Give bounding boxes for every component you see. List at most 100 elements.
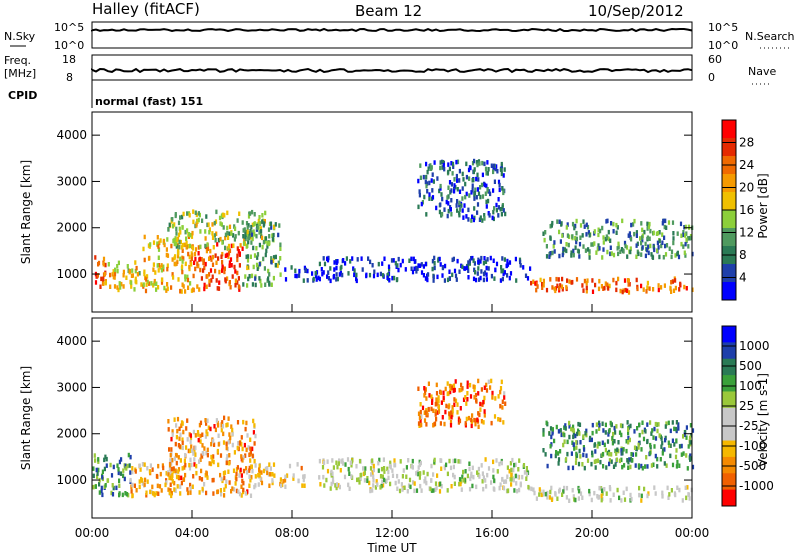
heatmap-cell bbox=[476, 172, 479, 178]
heatmap-cell bbox=[426, 181, 429, 186]
heatmap-cell bbox=[205, 421, 208, 426]
heatmap-cell bbox=[420, 270, 424, 275]
heatmap-cell bbox=[256, 266, 259, 271]
heatmap-cell bbox=[267, 276, 270, 281]
heatmap-cell bbox=[601, 440, 604, 445]
heatmap-cell bbox=[617, 276, 620, 282]
heatmap-cell bbox=[656, 240, 659, 246]
heatmap-cell bbox=[426, 189, 429, 194]
heatmap-cell bbox=[204, 243, 207, 249]
heatmap-cell bbox=[221, 259, 224, 265]
heatmap-cell bbox=[607, 236, 610, 242]
heatmap-cell bbox=[677, 422, 680, 427]
heatmap-cell bbox=[628, 231, 631, 236]
heatmap-cell bbox=[597, 246, 600, 252]
heatmap-cell bbox=[674, 278, 677, 283]
heatmap-cell bbox=[387, 264, 391, 269]
heatmap-cell bbox=[682, 434, 685, 439]
heatmap-cell bbox=[565, 285, 568, 290]
heatmap-cell bbox=[238, 440, 241, 446]
heatmap-cell bbox=[452, 383, 456, 388]
heatmap-cell bbox=[621, 450, 624, 456]
heatmap-cell bbox=[99, 284, 102, 289]
heatmap-cell bbox=[661, 494, 664, 499]
heatmap-cell bbox=[201, 218, 204, 223]
heatmap-cell bbox=[256, 252, 260, 257]
heatmap-cell bbox=[208, 278, 211, 284]
heatmap-cell bbox=[431, 195, 435, 200]
heatmap-cell bbox=[326, 468, 330, 474]
heatmap-cell bbox=[563, 432, 566, 438]
heatmap-cell bbox=[152, 267, 155, 272]
heatmap-cell bbox=[446, 277, 450, 283]
heatmap-cell bbox=[682, 232, 685, 238]
heatmap-cell bbox=[514, 473, 517, 479]
heatmap-cell bbox=[480, 269, 483, 274]
heatmap-cell bbox=[579, 235, 582, 240]
heatmap-cell bbox=[475, 399, 478, 404]
colorbar-swatch bbox=[722, 120, 736, 139]
heatmap-cell bbox=[183, 458, 186, 464]
heatmap-cell bbox=[270, 260, 273, 265]
heatmap-cell bbox=[249, 446, 252, 451]
heatmap-cell bbox=[258, 473, 261, 478]
cpid-text: normal (fast) 151 bbox=[95, 95, 203, 108]
heatmap-cell bbox=[192, 429, 195, 435]
heatmap-cell bbox=[373, 269, 376, 274]
heatmap-cell bbox=[209, 268, 213, 273]
heatmap-cell bbox=[116, 463, 119, 468]
heatmap-cell bbox=[556, 283, 559, 289]
heatmap-cell bbox=[550, 223, 553, 228]
heatmap-cell bbox=[615, 287, 618, 293]
heatmap-cell bbox=[241, 458, 244, 463]
nsearch-tick-bottom: 10^0 bbox=[708, 39, 738, 52]
heatmap-cell bbox=[688, 492, 691, 498]
heatmap-cell bbox=[417, 421, 421, 426]
heatmap-cell bbox=[490, 420, 493, 426]
heatmap-cell bbox=[626, 288, 629, 293]
heatmap-cell bbox=[165, 480, 168, 485]
heatmap-cell bbox=[629, 249, 632, 255]
heatmap-cell bbox=[671, 462, 675, 468]
heatmap-cell bbox=[221, 264, 224, 269]
heatmap-cell bbox=[226, 210, 229, 216]
heatmap-cell bbox=[539, 277, 542, 283]
heatmap-cell bbox=[184, 261, 187, 267]
heatmap-cell bbox=[441, 165, 444, 170]
heatmap-cell bbox=[493, 179, 496, 184]
heatmap-cell bbox=[169, 488, 172, 493]
heatmap-cell bbox=[432, 408, 435, 413]
heatmap-cell bbox=[331, 471, 334, 476]
heatmap-cell bbox=[242, 487, 245, 493]
heatmap-cell bbox=[443, 465, 446, 471]
heatmap-cell bbox=[394, 480, 397, 486]
heatmap-cell bbox=[450, 410, 453, 415]
heatmap-cell bbox=[263, 219, 266, 224]
heatmap-cell bbox=[425, 480, 428, 486]
heatmap-cell bbox=[245, 254, 248, 260]
heatmap-cell bbox=[579, 223, 583, 228]
heatmap-cell bbox=[629, 423, 632, 429]
heatmap-cell bbox=[225, 460, 228, 465]
heatmap-cell bbox=[458, 212, 461, 218]
heatmap-cell bbox=[280, 483, 283, 489]
heatmap-cell bbox=[463, 266, 466, 271]
heatmap-cell bbox=[486, 257, 489, 262]
heatmap-cell bbox=[228, 231, 231, 236]
heatmap-cell bbox=[672, 288, 676, 293]
heatmap-cell bbox=[226, 252, 229, 258]
heatmap-cell bbox=[579, 491, 583, 496]
nsky-trace bbox=[91, 27, 693, 33]
heatmap-cell bbox=[170, 436, 173, 442]
heatmap-cell bbox=[217, 256, 220, 261]
heatmap-cell bbox=[169, 453, 172, 458]
heatmap-cell bbox=[97, 457, 100, 462]
heatmap-cell bbox=[603, 442, 606, 448]
heatmap-cell bbox=[205, 490, 208, 496]
heatmap-cell bbox=[220, 222, 223, 227]
heatmap-cell bbox=[476, 271, 479, 276]
heatmap-cell bbox=[443, 421, 446, 427]
colorbar-swatch bbox=[722, 407, 736, 425]
heatmap-cell bbox=[347, 482, 350, 488]
